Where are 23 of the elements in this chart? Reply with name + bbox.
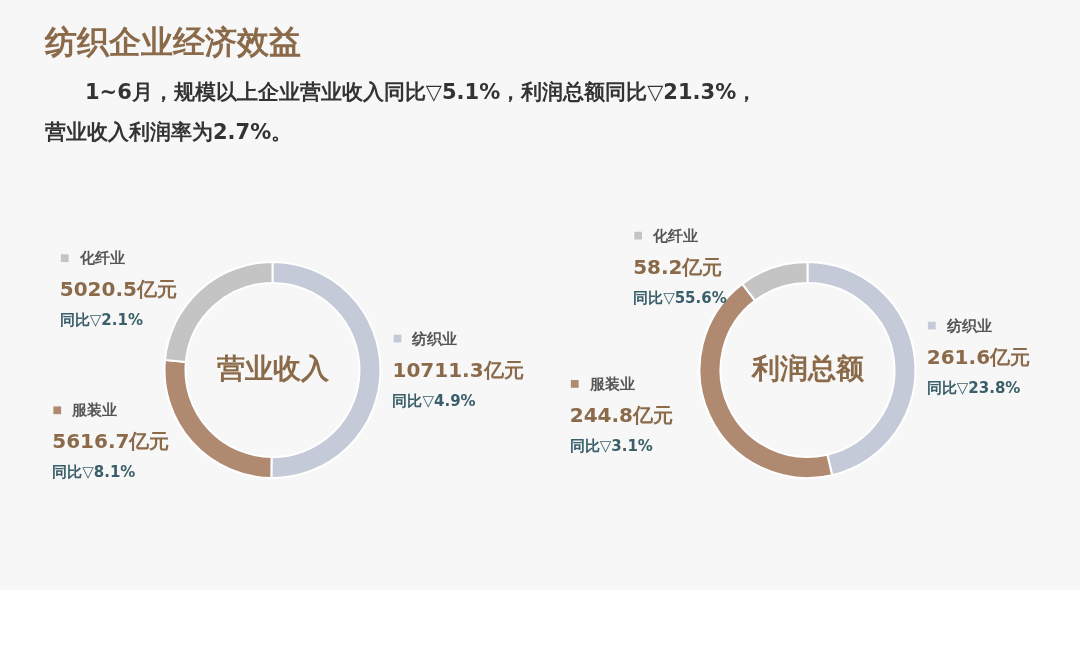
data-label: 10711.3亿元	[392, 357, 524, 382]
data-label: 5020.5亿元	[59, 277, 177, 302]
legend-label: 纺织业	[945, 316, 992, 335]
text: 营业收入利润率为2.7%。	[44, 120, 293, 144]
data-label: 5616.7亿元	[52, 429, 170, 454]
text: 1~6月，规模以上企业营业收入同比▽5.1%，利润总额同比▽21.3%，	[85, 80, 758, 104]
text: 纺织企业经济效益	[44, 23, 301, 61]
data-label: 58.2亿元	[633, 254, 723, 279]
text: 同比▽8.1%	[52, 463, 136, 482]
data-label: 261.6亿元	[926, 344, 1031, 369]
text: 同比▽4.9%	[392, 391, 476, 410]
text: 同比▽55.6%	[633, 288, 727, 307]
text: 营业收入	[215, 352, 330, 385]
text: 同比▽3.1%	[569, 436, 653, 455]
legend-label: 化纤业	[652, 226, 699, 245]
data-label: 244.8亿元	[569, 402, 674, 427]
legend-label: 化纤业	[78, 249, 125, 268]
text: 同比▽23.8%	[926, 378, 1021, 397]
legend-label: 纺织业	[411, 329, 458, 348]
legend-label: 服装业	[588, 374, 635, 393]
legend-label: 服装业	[71, 401, 118, 420]
text: 同比▽2.1%	[59, 311, 143, 330]
text: 利润总额	[750, 352, 865, 385]
